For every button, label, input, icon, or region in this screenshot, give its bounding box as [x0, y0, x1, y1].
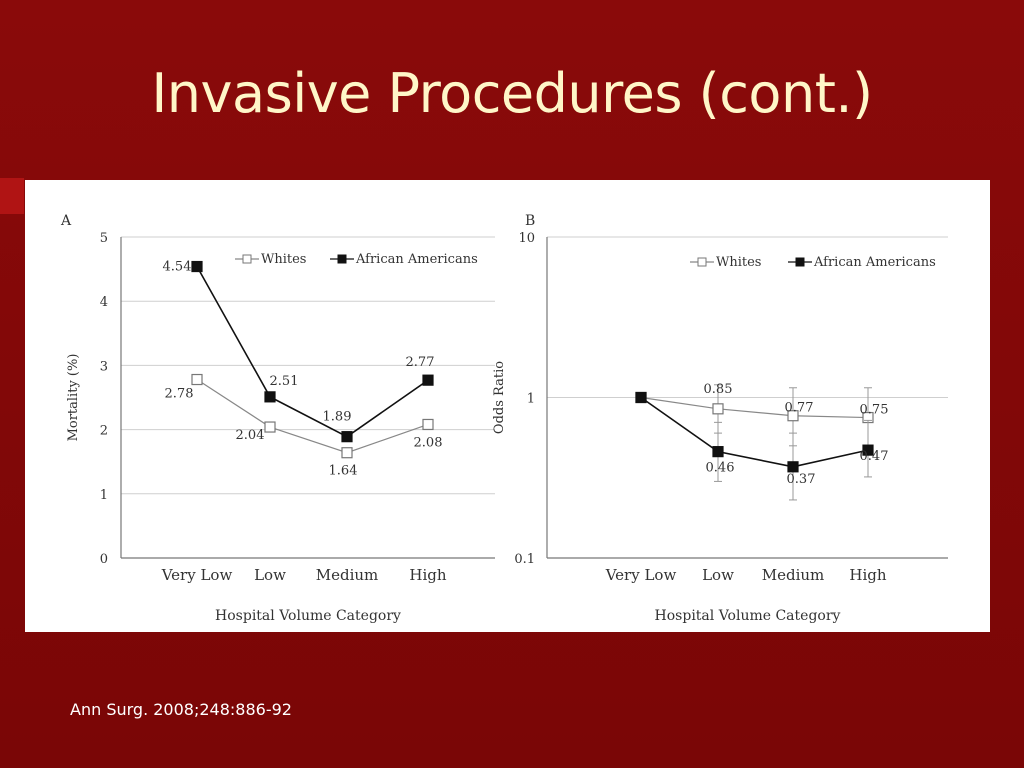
chart-a-y-tick-label: 3 — [100, 359, 108, 374]
chart-a-x-tick-label: Very Low — [161, 566, 233, 584]
chart-a-whites-point — [191, 373, 203, 386]
chart-b-african-americans-point — [635, 391, 647, 404]
chart-a-y-tick-label: 1 — [100, 488, 108, 503]
chart-a-x-tick-label: High — [409, 566, 446, 584]
figure-panel: A 0 1 2 3 4 5 Very Low Low Medium High Hospital Vol… — [25, 180, 990, 632]
chart-b-whites-data-label: 0.77 — [785, 401, 814, 416]
chart-a-whites-data-label: 2.78 — [165, 387, 194, 402]
chart-a-x-axis-title: Hospital Volume Category — [215, 608, 401, 624]
chart-b-african-americans-data-label: 0.46 — [706, 461, 735, 476]
chart-b-panel-label: B — [525, 213, 535, 229]
chart-a-african-americans-point — [422, 374, 434, 386]
corner-accent-band — [0, 178, 24, 214]
chart-a-african-americans-line — [196, 266, 429, 438]
chart-b-african-americans-data-label: 0.47 — [860, 449, 889, 464]
figure-svg: A 0 1 2 3 4 5 Very Low Low Medium High Hospital Vol… — [60, 213, 948, 624]
chart-b-y-tick-label: 10 — [518, 231, 535, 246]
chart-b-african-americans-point — [712, 446, 724, 458]
chart-a-african-americans-data-label: 1.89 — [323, 410, 352, 425]
chart-a-african-americans-data-label: 2.77 — [406, 355, 435, 370]
chart-b-legend-label: African Americans — [813, 255, 936, 270]
chart-b-legend-marker — [795, 257, 805, 267]
chart-b-y-tick-label: 0.1 — [514, 552, 535, 567]
chart-a-whites-point — [422, 418, 434, 431]
chart-a-african-americans-point — [264, 391, 276, 403]
chart-b-x-axis-title: Hospital Volume Category — [655, 608, 841, 624]
chart-a-whites-line — [196, 379, 429, 454]
chart-a-legend-marker — [337, 254, 347, 264]
chart-b-legend-marker — [697, 257, 707, 267]
chart-a-y-tick-label: 4 — [100, 295, 108, 310]
chart-a-x-tick-label: Low — [254, 566, 286, 584]
chart-b-y-tick-label: 1 — [527, 392, 535, 407]
chart-a-y-axis-title: Mortality (%) — [66, 354, 81, 442]
chart-a-legend-label: Whites — [261, 252, 306, 267]
chart-a-y-tick-label: 2 — [100, 424, 108, 439]
citation: Ann Surg. 2008;248:886-92 — [70, 700, 292, 719]
chart-a-african-americans-data-label: 2.51 — [270, 374, 299, 389]
chart-b-whites-data-label: 0.85 — [704, 382, 733, 397]
chart-b-african-americans-point — [787, 461, 799, 473]
chart-a-legend-label: African Americans — [355, 252, 478, 267]
chart-a-panel-label: A — [60, 213, 72, 229]
chart-a-african-americans-data-label: 4.54 — [163, 260, 192, 275]
chart-b-african-americans-point — [862, 444, 874, 456]
chart-a-whites-data-label: 2.08 — [414, 435, 443, 450]
chart-a-legend-marker — [242, 254, 252, 264]
chart-b-x-tick-label: Very Low — [605, 566, 677, 584]
chart-b-african-americans-data-label: 0.37 — [787, 472, 816, 487]
chart-a-y-tick-label: 0 — [100, 552, 108, 567]
chart-a-whites-point — [264, 421, 276, 433]
chart-a-african-americans-point — [191, 260, 203, 273]
chart-b-x-tick-label: Medium — [762, 566, 825, 584]
chart-b-x-tick-label: Low — [702, 566, 734, 584]
chart-a-whites-data-label: 2.04 — [236, 428, 265, 443]
chart-a-whites-point — [341, 447, 353, 459]
chart-b-whites-point — [712, 403, 724, 415]
chart-b-whites-data-label: 0.75 — [860, 403, 889, 418]
chart-b-african-americans-line — [640, 396, 869, 468]
chart-b-x-tick-label: High — [849, 566, 886, 584]
chart-a-african-americans-point — [341, 431, 353, 443]
slide-title: Invasive Procedures (cont.) — [151, 62, 873, 125]
chart-a-x-tick-label: Medium — [316, 566, 379, 584]
chart-b-whites-line — [640, 396, 869, 419]
chart-b-whites-point — [787, 410, 799, 422]
chart-b-y-axis-title: Odds Ratio — [492, 361, 507, 434]
chart-a-whites-data-label: 1.64 — [329, 464, 358, 479]
chart-a-y-tick-label: 5 — [100, 231, 108, 246]
chart-b-legend-label: Whites — [716, 255, 761, 270]
